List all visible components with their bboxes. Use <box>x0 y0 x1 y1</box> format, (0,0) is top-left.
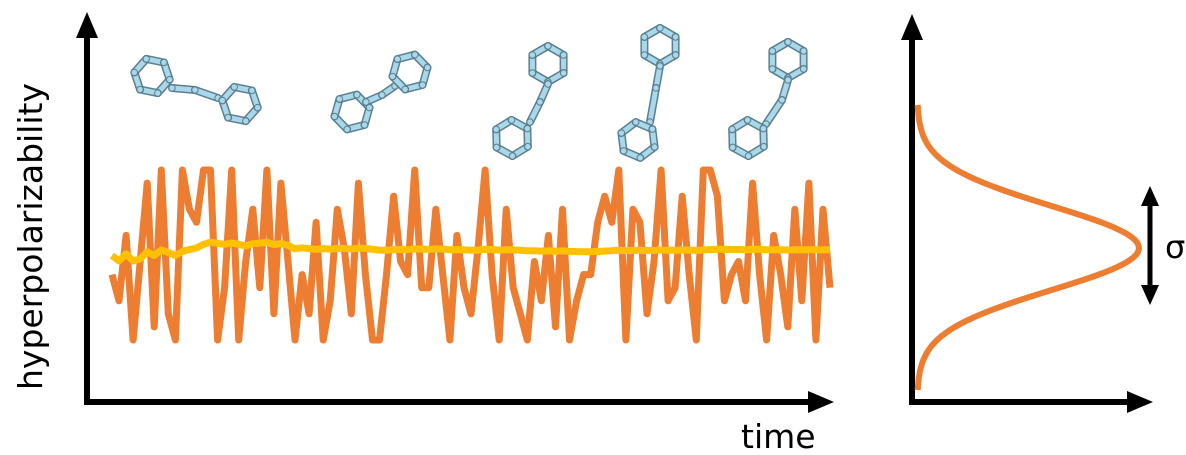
time-series-axes <box>76 12 834 413</box>
molecule-atom <box>799 65 808 73</box>
molecule-atom <box>536 98 544 106</box>
molecule-atom <box>224 113 232 122</box>
molecule-atom <box>743 116 752 124</box>
x-axis-label: time <box>741 417 816 455</box>
molecule-atom <box>418 81 427 89</box>
molecule-atom <box>388 72 397 81</box>
fluctuation-line <box>108 166 834 344</box>
dist-y-axis-arrowhead <box>901 14 923 40</box>
molecule-atom <box>528 69 537 77</box>
molecule-atom <box>160 58 168 67</box>
y-axis-arrowhead <box>76 12 98 38</box>
molecule-atom <box>191 86 199 94</box>
dist-x-axis-arrowhead <box>1127 391 1153 413</box>
molecule-atom <box>353 90 361 99</box>
molecule-atom <box>507 116 516 124</box>
molecule-bond <box>527 99 543 125</box>
distribution-axes <box>901 14 1153 413</box>
molecule-atom <box>142 55 150 63</box>
molecule-atom <box>528 51 537 59</box>
molecule-atom <box>378 91 386 99</box>
molecule-snapshot <box>728 38 808 160</box>
molecule-atom <box>335 95 344 103</box>
molecule-atom <box>652 84 660 92</box>
molecule-atom <box>523 124 532 133</box>
molecule-atom <box>656 24 664 32</box>
molecule-bond <box>647 85 659 125</box>
molecule-atom <box>799 47 808 55</box>
molecule-atom <box>784 38 792 46</box>
molecule-atom <box>526 118 534 126</box>
molecule-atom <box>362 98 370 106</box>
molecule-atom <box>492 125 500 134</box>
molecule-atom <box>632 118 640 126</box>
molecule-atom <box>393 55 402 63</box>
molecule-snapshot <box>617 24 680 162</box>
molecule-atom <box>168 84 176 92</box>
molecule-atom <box>650 143 659 151</box>
molecule-atom <box>636 154 644 162</box>
molecule-atom <box>330 112 339 121</box>
molecule-atom <box>559 69 568 77</box>
molecule-snapshot <box>492 42 568 160</box>
molecule-atom <box>648 125 657 133</box>
x-axis-arrowhead <box>808 391 834 413</box>
molecule-atom <box>640 51 649 59</box>
molecule-atom <box>671 51 680 59</box>
molecule-atom <box>778 96 786 104</box>
molecule-atom <box>760 142 768 151</box>
molecule-atom <box>728 143 737 152</box>
molecule-atom <box>544 80 552 88</box>
molecule-atom <box>619 147 628 155</box>
molecule-atom <box>640 33 649 41</box>
molecule-atom <box>768 65 777 73</box>
molecule-atom <box>253 103 262 112</box>
molecule-atom <box>656 62 664 70</box>
y-axis-label: hyperpolarizability <box>11 83 50 390</box>
molecule-atom <box>784 76 792 84</box>
molecule-bond <box>763 97 785 127</box>
sigma-arrow-up <box>1141 186 1159 206</box>
gaussian-curve <box>914 104 1142 391</box>
molecule-atom <box>744 152 753 160</box>
molecule-atom <box>360 121 369 129</box>
molecule-atom <box>544 42 552 50</box>
molecule-atom <box>617 129 626 137</box>
molecule-atom <box>242 117 250 125</box>
molecule-snapshots <box>130 24 808 162</box>
molecule-snapshot <box>330 50 432 134</box>
molecule-atom <box>759 124 768 133</box>
molecule-atom <box>343 125 351 134</box>
molecule-atom <box>728 125 736 134</box>
molecule-atom <box>230 83 238 91</box>
running-mean-line <box>109 238 831 265</box>
molecule-atom <box>524 142 532 151</box>
sigma-label: σ <box>1165 228 1185 266</box>
molecule-atom <box>165 75 174 84</box>
molecule-bond <box>192 87 221 101</box>
molecule-atom <box>768 47 777 55</box>
molecule-atom <box>508 152 517 160</box>
molecule-atom <box>671 33 680 41</box>
molecule-atom <box>248 86 256 95</box>
molecule-snapshot <box>130 54 262 126</box>
molecule-atom <box>218 96 227 105</box>
molecule-atom <box>559 51 568 59</box>
molecule-atom <box>423 63 432 72</box>
molecule-atom <box>411 50 419 59</box>
molecule-atom <box>401 85 409 94</box>
sigma-arrow-down <box>1141 285 1159 305</box>
sigma-indicator: σ <box>1141 186 1185 305</box>
molecule-atom <box>130 68 139 77</box>
molecule-atom <box>136 85 144 94</box>
molecule-atom <box>492 143 501 152</box>
molecule-atom <box>154 89 162 97</box>
